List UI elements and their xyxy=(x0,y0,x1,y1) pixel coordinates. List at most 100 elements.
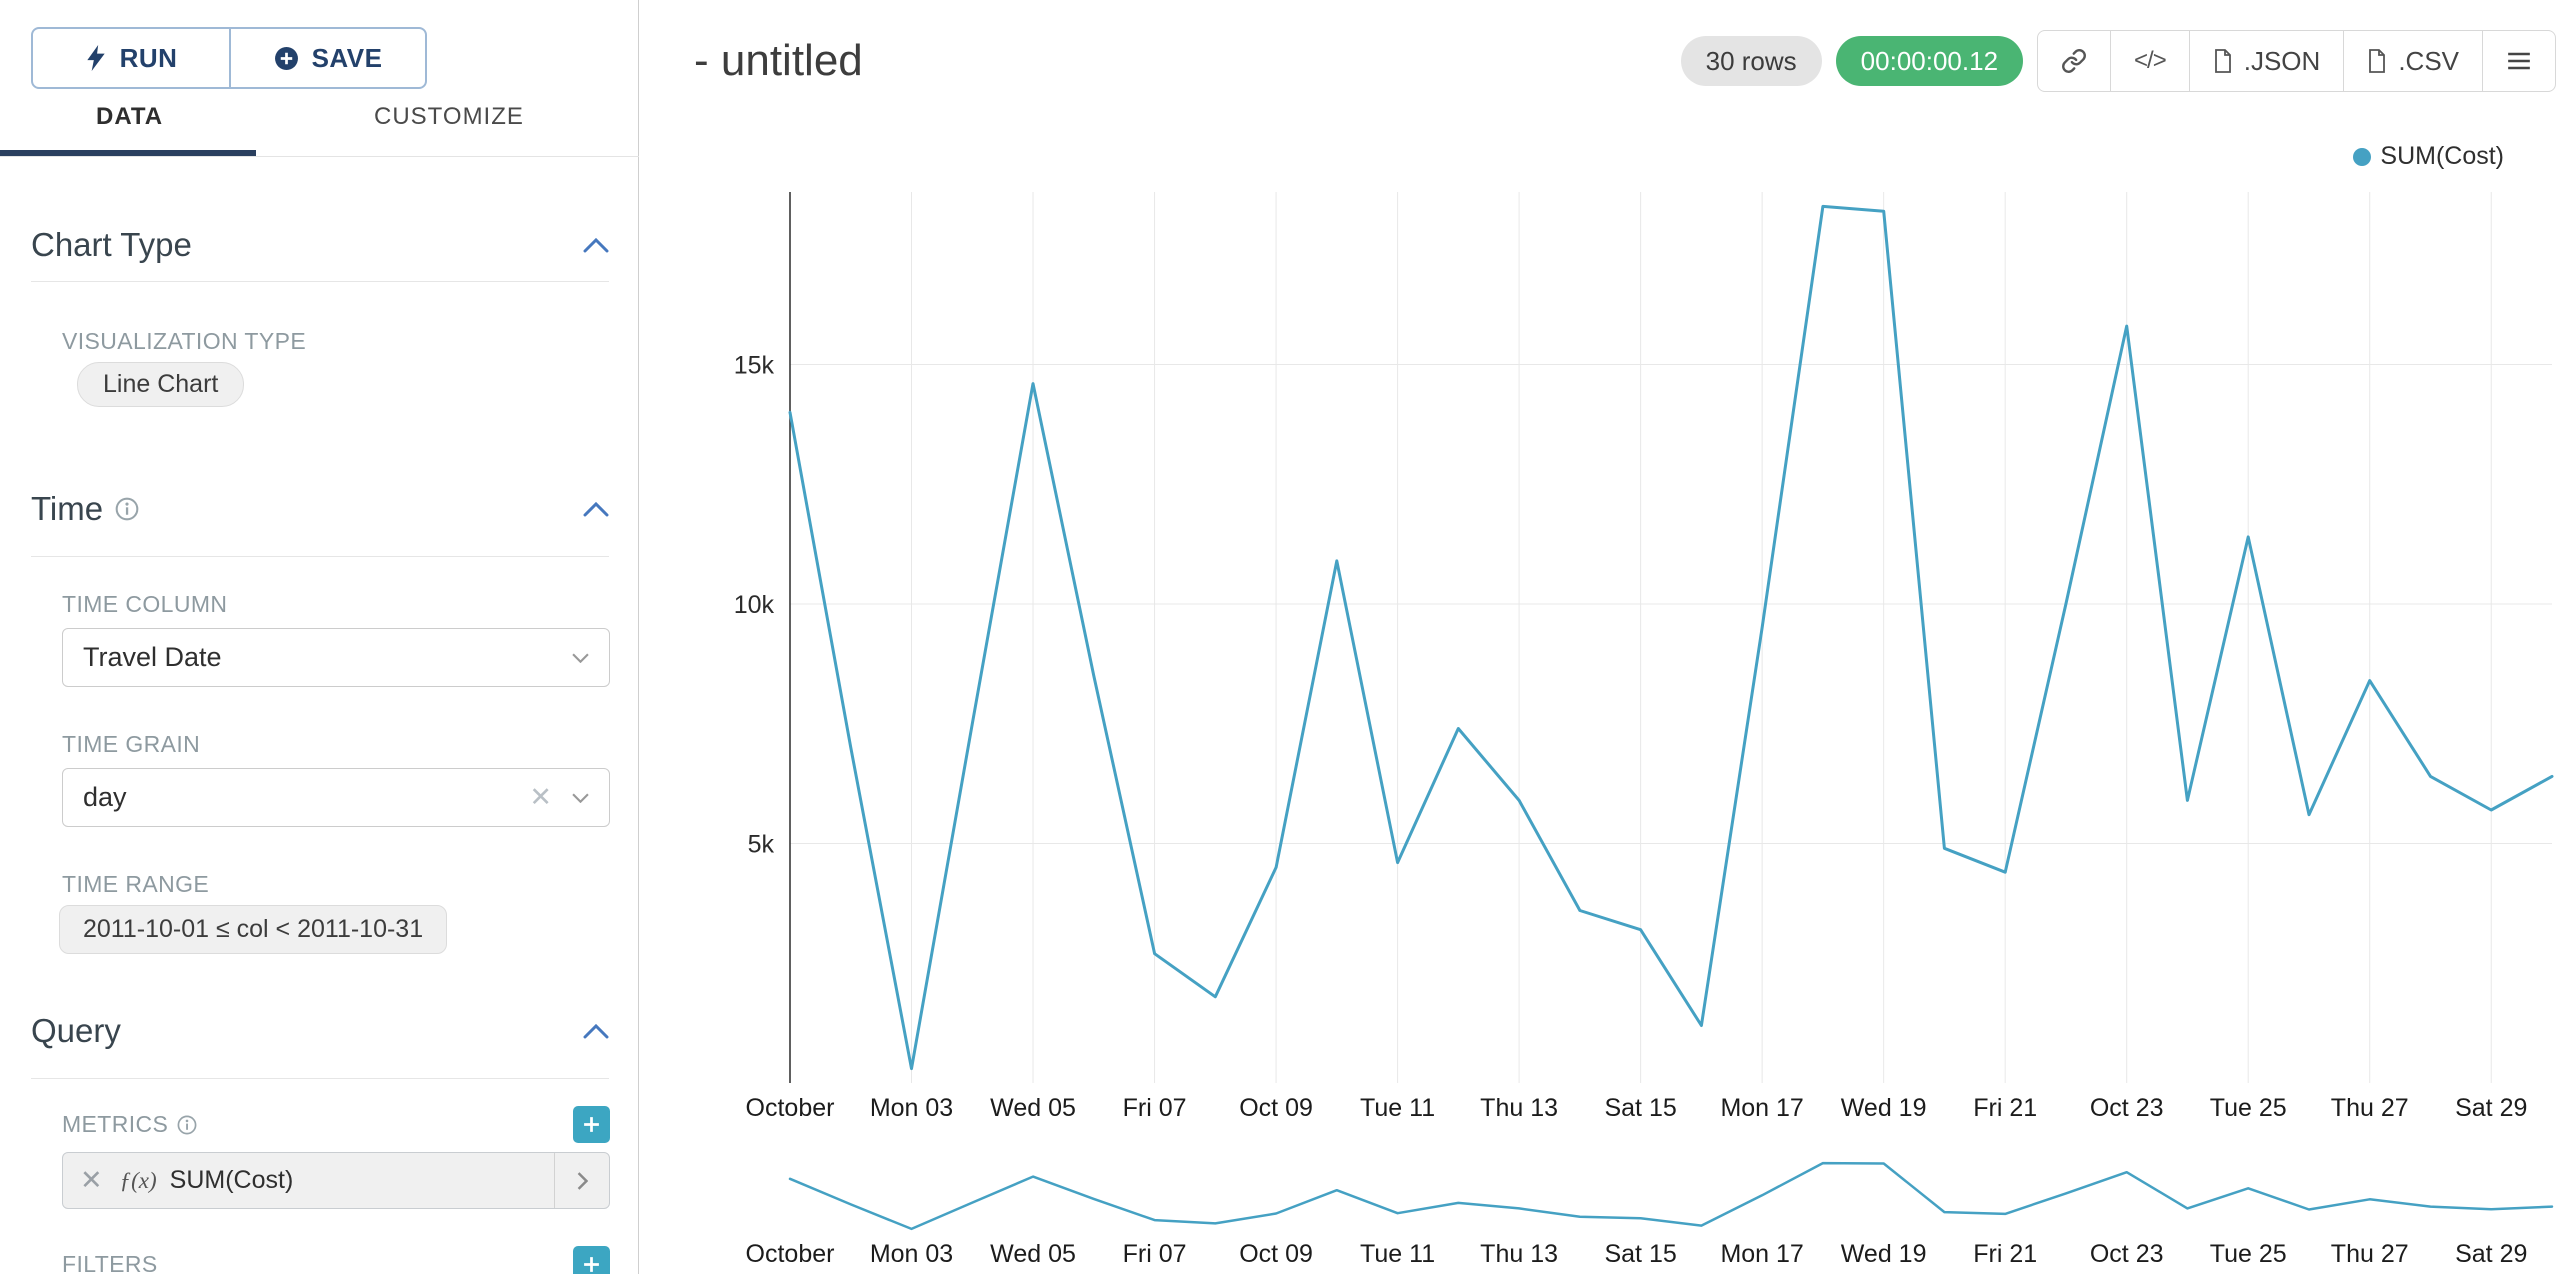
section-query-header: Query xyxy=(31,1012,609,1050)
svg-text:Thu 13: Thu 13 xyxy=(1480,1094,1558,1122)
time-grain-value: day xyxy=(83,782,127,812)
svg-text:Fri 07: Fri 07 xyxy=(1123,1094,1187,1122)
svg-text:October: October xyxy=(746,1240,835,1268)
metric-name: SUM(Cost) xyxy=(169,1166,294,1194)
tab-data[interactable]: DATA xyxy=(96,103,164,130)
section-time-title: Time xyxy=(31,490,104,527)
chevron-down-icon xyxy=(572,653,589,663)
view-query-button[interactable]: </> xyxy=(2110,30,2190,92)
svg-text:10k: 10k xyxy=(734,591,775,619)
explore-sidebar: RUN SAVE DATA CUSTOMIZE Chart Type VISUA… xyxy=(0,0,639,1274)
svg-text:Sat 29: Sat 29 xyxy=(2455,1094,2527,1122)
svg-text:Tue 11: Tue 11 xyxy=(1360,1240,1435,1268)
chevron-up-icon[interactable] xyxy=(583,237,609,253)
add-filter-button[interactable] xyxy=(573,1246,610,1274)
active-tab-underline xyxy=(0,150,256,156)
range-brush-mini-chart[interactable]: October Mon 03 Wed 05 Fri 07 Oct 09 Tue 11 Thu… xyxy=(700,1150,2576,1274)
metrics-row: METRICS xyxy=(62,1106,610,1143)
svg-text:Fri 07: Fri 07 xyxy=(1123,1240,1187,1268)
svg-text:Mon 03: Mon 03 xyxy=(870,1240,953,1268)
filters-label: FILTERS xyxy=(62,1251,158,1274)
svg-text:15k: 15k xyxy=(734,351,775,379)
chart-title: - untitled xyxy=(694,36,863,85)
timer-badge: 00:00:00.12 xyxy=(1835,36,2024,86)
remove-metric-icon[interactable]: ✕ xyxy=(80,1165,103,1195)
plus-icon xyxy=(584,1117,599,1132)
share-link-button[interactable] xyxy=(2037,30,2112,92)
visualization-type-label: VISUALIZATION TYPE xyxy=(62,328,307,354)
info-icon xyxy=(177,1115,197,1134)
main-line-chart: 5k 10k 15k October Mon 03 Wed 05 Fri 07 Oct 09 T… xyxy=(734,192,2554,1122)
chevron-right-icon xyxy=(577,1171,588,1190)
svg-text:Wed 19: Wed 19 xyxy=(1841,1240,1927,1268)
plus-icon xyxy=(584,1257,599,1272)
legend-dot xyxy=(2353,147,2372,166)
function-icon: ƒ(x) xyxy=(119,1167,157,1193)
time-grain-label: TIME GRAIN xyxy=(62,731,201,757)
svg-text:Thu 27: Thu 27 xyxy=(2331,1094,2409,1122)
run-button[interactable]: RUN xyxy=(33,29,229,87)
time-range-pill[interactable]: 2011-10-01 ≤ col < 2011-10-31 xyxy=(59,905,448,954)
run-save-button-group: RUN SAVE xyxy=(31,27,427,89)
section-time-header: Time xyxy=(31,490,609,528)
export-csv-button[interactable]: .CSV xyxy=(2343,30,2483,92)
svg-text:Sat 29: Sat 29 xyxy=(2455,1240,2527,1268)
save-button-label: SAVE xyxy=(311,42,383,73)
svg-text:Mon 17: Mon 17 xyxy=(1720,1240,1803,1268)
tab-row-divider xyxy=(0,156,639,157)
visualization-type-pill[interactable]: Line Chart xyxy=(77,362,245,407)
chevron-down-icon xyxy=(572,793,589,803)
svg-text:Tue 25: Tue 25 xyxy=(2210,1094,2287,1122)
svg-text:Oct 09: Oct 09 xyxy=(1239,1240,1313,1268)
filters-row: FILTERS xyxy=(62,1246,610,1274)
legend-label: SUM(Cost) xyxy=(2380,142,2504,170)
chevron-up-icon[interactable] xyxy=(583,1023,609,1039)
chevron-up-icon[interactable] xyxy=(583,501,609,517)
section-divider xyxy=(31,1078,609,1079)
save-button[interactable]: SAVE xyxy=(229,29,425,87)
export-json-button[interactable]: .JSON xyxy=(2188,30,2345,92)
time-column-select[interactable]: Travel Date xyxy=(62,628,610,687)
svg-text:Oct 09: Oct 09 xyxy=(1239,1094,1313,1122)
tab-customize[interactable]: CUSTOMIZE xyxy=(374,103,524,130)
hamburger-menu-icon xyxy=(2508,52,2530,70)
section-query-title: Query xyxy=(31,1012,121,1049)
svg-text:Thu 13: Thu 13 xyxy=(1480,1240,1558,1268)
svg-text:Oct 23: Oct 23 xyxy=(2090,1240,2164,1268)
section-chart-type-header: Chart Type xyxy=(31,226,609,264)
section-divider xyxy=(31,281,609,282)
section-divider xyxy=(31,556,609,557)
time-grain-select[interactable]: day ✕ xyxy=(62,768,610,827)
json-file-icon xyxy=(2214,49,2231,73)
svg-text:Fri 21: Fri 21 xyxy=(1973,1094,2037,1122)
metric-pill[interactable]: ✕ ƒ(x) SUM(Cost) xyxy=(62,1152,610,1209)
export-button-group: </> .JSON .CSV xyxy=(2037,30,2556,92)
plus-circle-icon xyxy=(274,46,298,70)
metric-expand-area[interactable] xyxy=(554,1153,609,1208)
svg-text:Fri 21: Fri 21 xyxy=(1973,1240,2037,1268)
svg-text:Sat 15: Sat 15 xyxy=(1604,1240,1676,1268)
time-column-value: Travel Date xyxy=(83,642,222,672)
svg-text:Thu 27: Thu 27 xyxy=(2331,1240,2409,1268)
link-icon xyxy=(2062,49,2086,73)
code-icon: </> xyxy=(2134,47,2167,74)
time-column-label: TIME COLUMN xyxy=(62,591,228,617)
svg-text:Mon 17: Mon 17 xyxy=(1720,1094,1803,1122)
time-range-label: TIME RANGE xyxy=(62,871,210,897)
svg-text:Wed 19: Wed 19 xyxy=(1841,1094,1927,1122)
svg-text:Tue 25: Tue 25 xyxy=(2210,1240,2287,1268)
info-icon xyxy=(115,497,139,521)
svg-text:5k: 5k xyxy=(748,830,775,858)
clear-icon[interactable]: ✕ xyxy=(529,782,552,812)
series-line xyxy=(788,204,2554,1071)
legend-item[interactable]: SUM(Cost) xyxy=(2353,142,2504,171)
svg-text:Tue 11: Tue 11 xyxy=(1360,1094,1435,1122)
svg-text:Oct 23: Oct 23 xyxy=(2090,1094,2164,1122)
add-metric-button[interactable] xyxy=(573,1106,610,1143)
svg-text:Wed 05: Wed 05 xyxy=(990,1094,1076,1122)
bolt-icon xyxy=(86,45,105,71)
svg-text:Wed 05: Wed 05 xyxy=(990,1240,1076,1268)
section-chart-type-title: Chart Type xyxy=(31,226,192,263)
rows-badge: 30 rows xyxy=(1680,36,1822,86)
menu-button[interactable] xyxy=(2482,30,2556,92)
